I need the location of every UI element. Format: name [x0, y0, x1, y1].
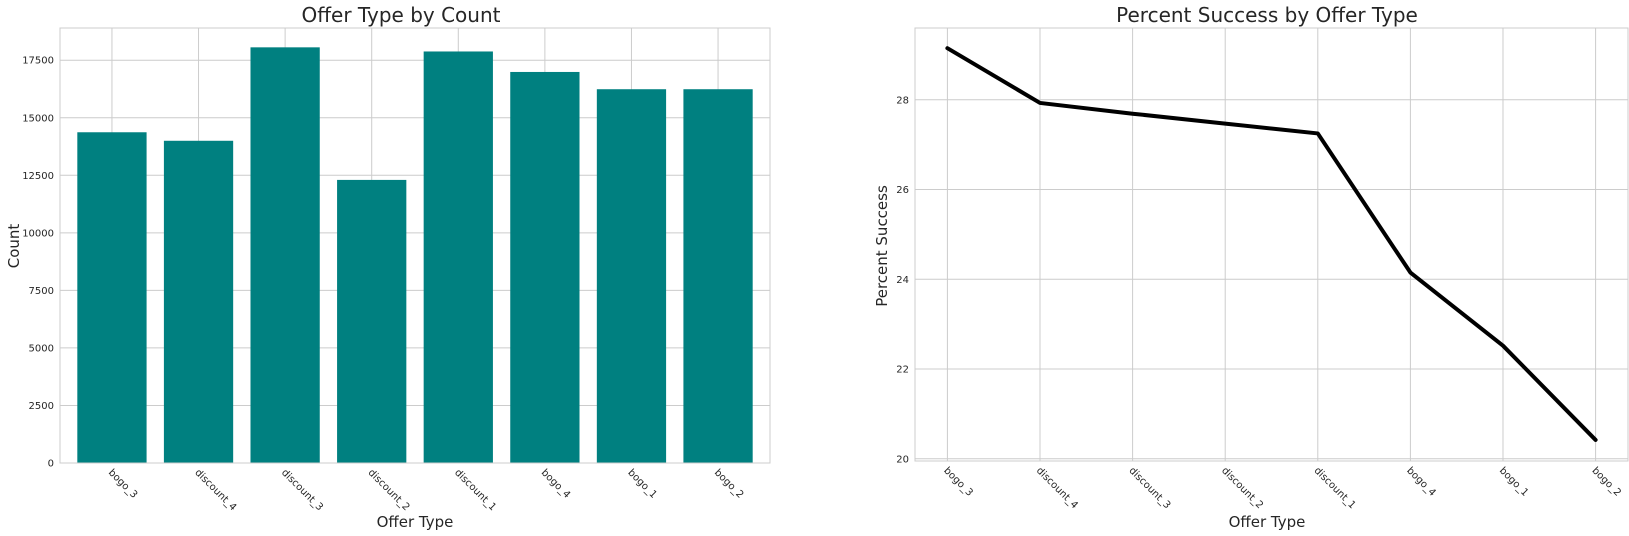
x-tick-label: bogo_2: [712, 467, 745, 500]
y-tick-label: 28: [896, 95, 909, 106]
bars: [77, 47, 753, 463]
x-tick-label: bogo_3: [941, 465, 974, 498]
x-tick-label: discount_3: [279, 467, 325, 513]
bar: [596, 89, 667, 463]
x-axis-label: Offer Type: [1229, 513, 1306, 531]
x-tick-label: bogo_1: [625, 467, 658, 500]
x-tick-label: discount_2: [366, 467, 412, 513]
x-tick-label: bogo_1: [1497, 465, 1530, 498]
y-tick-label: 5000: [29, 343, 54, 354]
plot-frame: [59, 27, 771, 464]
x-tick-label: discount_4: [1034, 465, 1080, 511]
y-tick-label: 24: [896, 275, 909, 286]
y-tick-labels: 0 2500 5000 7500 10000 12500 15000 17500: [22, 56, 54, 470]
x-tick-label: bogo_2: [1589, 465, 1622, 498]
bar: [510, 71, 580, 463]
y-tick-label: 17500: [22, 56, 54, 67]
y-tick-label: 7500: [29, 286, 54, 297]
y-axis-label: Percent Success: [873, 185, 891, 307]
x-axis-label: Offer Type: [377, 513, 454, 531]
y-tick-label: 20: [896, 454, 909, 465]
x-tick-label: discount_2: [1219, 465, 1265, 511]
x-tick-label: discount_4: [192, 467, 238, 513]
bar: [163, 140, 234, 463]
bar: [250, 47, 320, 463]
offer-count-bar-chart: Offer Type by Count 0 2500 5000 7500 10000 12…: [5, 3, 771, 531]
series-line-path: [945, 46, 1598, 442]
y-tick-label: 2500: [29, 401, 54, 412]
y-axis-label: Count: [5, 224, 23, 269]
x-tick-labels: bogo_3 discount_4 discount_3 discount_2 disc…: [106, 467, 746, 513]
chart-title: Offer Type by Count: [302, 3, 501, 27]
plot-frame: [914, 27, 1629, 462]
chart-title: Percent Success by Offer Type: [1116, 3, 1418, 27]
grid: [915, 28, 1628, 461]
y-tick-label: 22: [896, 365, 909, 376]
y-tick-labels: 20 22 24 26 28: [896, 95, 909, 465]
bar: [683, 89, 753, 463]
series-line: [945, 46, 1598, 442]
x-tick-labels: bogo_3 discount_4 discount_3 discount_2 disc…: [941, 465, 1623, 511]
y-tick-label: 10000: [22, 228, 54, 239]
x-tick-label: bogo_4: [1404, 465, 1437, 498]
y-tick-label: 0: [48, 459, 54, 470]
x-tick-label: discount_1: [1312, 465, 1358, 511]
x-tick-label: bogo_4: [539, 467, 572, 500]
y-tick-label: 15000: [22, 113, 54, 124]
bar: [337, 179, 407, 463]
x-tick-label: discount_3: [1126, 465, 1172, 511]
bar: [423, 51, 493, 463]
percent-success-line-chart: Percent Success by Offer Type 20 22 24 26 28…: [873, 3, 1629, 531]
bar: [77, 132, 147, 463]
x-tick-label: discount_1: [452, 467, 498, 513]
y-tick-label: 12500: [22, 171, 54, 182]
x-tick-label: bogo_3: [106, 467, 139, 500]
y-tick-label: 26: [896, 185, 909, 196]
